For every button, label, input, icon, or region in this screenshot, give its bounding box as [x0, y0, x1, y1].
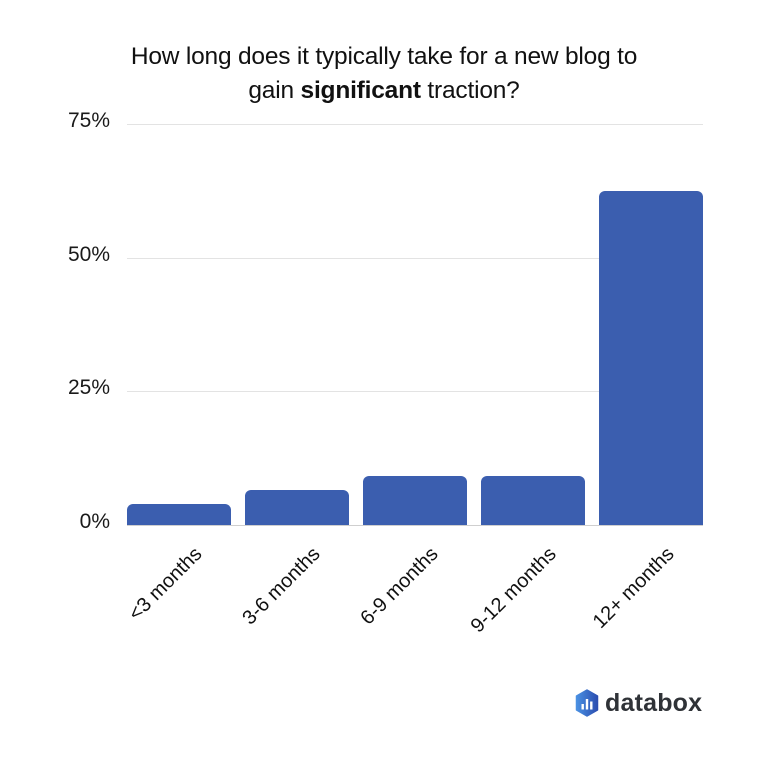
- x-tick-label: 12+ months: [588, 543, 679, 633]
- bar: [127, 503, 231, 525]
- databox-wordmark: databox: [605, 689, 703, 717]
- x-tick-label: 6-9 months: [356, 543, 443, 630]
- gridline: [127, 257, 703, 259]
- y-tick-label: 25%: [67, 376, 110, 400]
- chart-title-line-2: gain significant traction?: [0, 74, 768, 108]
- chart-title: How long does it typically take for a ne…: [0, 40, 768, 108]
- databox-logo: databox: [575, 689, 702, 717]
- y-tick-label: 50%: [67, 242, 110, 266]
- gridline: [127, 124, 703, 125]
- bar: [363, 475, 467, 525]
- bar: [599, 190, 703, 525]
- title-text: traction?: [420, 77, 520, 104]
- x-axis-baseline: [127, 525, 703, 526]
- bar: [481, 475, 585, 525]
- chart-title-line-1: How long does it typically take for a ne…: [130, 43, 638, 70]
- x-tick-label: 3-6 months: [238, 543, 325, 630]
- x-tick-label: <3 months: [124, 543, 207, 625]
- title-emphasis: significant: [300, 77, 422, 104]
- y-tick-label: 0%: [79, 510, 110, 533]
- bar: [245, 490, 349, 525]
- databox-hexagon-bars-icon: [575, 689, 599, 717]
- y-tick-label: 75%: [67, 109, 110, 132]
- title-text: gain: [248, 77, 301, 104]
- gridline: [127, 391, 703, 393]
- x-tick-label: 9-12 months: [466, 543, 561, 638]
- plot-area: [127, 124, 703, 526]
